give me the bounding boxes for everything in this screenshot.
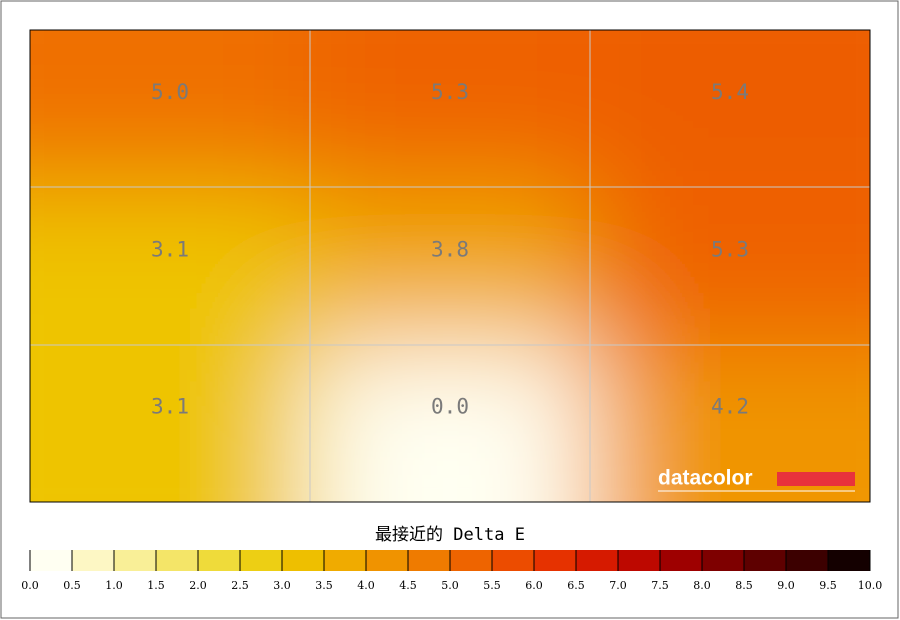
cell-labels: 5.0 5.3 5.4 3.1 3.8 5.3 3.1 0.0 4.2 [151,80,749,419]
scale-swatch [660,550,702,571]
scale-title: 最接近的 Delta E [375,525,525,545]
scale-tick-label: 5.5 [483,579,501,592]
heat-cell [30,187,310,345]
cell-value-label: 3.1 [151,395,189,419]
scale-swatch [240,550,282,571]
heat-cell [30,344,310,502]
scale-tick-label: 4.5 [399,579,417,592]
scale-swatch [534,550,576,571]
scale-tick-label: 2.0 [189,579,207,592]
heat-cell [310,30,590,188]
scale-swatch [156,550,198,571]
scale-tick-label: 9.5 [819,579,837,592]
scale-tick-label: 6.0 [525,579,543,592]
scale-swatch [618,550,660,571]
logo-bar [777,472,855,486]
heat-cell [30,30,310,188]
scale-swatch [786,550,828,571]
scale-tick-label: 8.0 [693,579,711,592]
heat-cell [310,187,590,345]
heat-cell [590,187,870,345]
scale-tick-label: 6.5 [567,579,585,592]
scale-tick-label: 1.0 [105,579,123,592]
cell-value-label: 5.3 [431,80,469,104]
heat-cell [310,344,590,502]
scale-swatch [450,550,492,571]
logo-text: datacolor [658,467,753,490]
scale-tick-label: 0.5 [63,579,81,592]
scale-swatch [828,550,870,571]
plot-border [29,29,871,503]
cell-value-label: 5.0 [151,80,189,104]
scale-swatch [114,550,156,571]
scale-swatch [198,550,240,571]
scale-swatch [744,550,786,571]
scale-tick-label: 3.5 [315,579,333,592]
cell-value-label: 4.2 [711,395,749,419]
scale-tick-label: 7.5 [651,579,669,592]
cell-value-label: 5.3 [711,237,749,261]
scale-swatch [576,550,618,571]
scale-swatch [72,550,114,571]
cell-value-label: 3.8 [431,237,469,261]
scale-swatch [282,550,324,571]
scale-tick-label: 7.0 [609,579,627,592]
cell-value-label: 0.0 [431,395,469,419]
scale-tick-label: 4.0 [357,579,375,592]
scale-tick-label: 10.0 [858,579,883,592]
scale-tick-label: 2.5 [231,579,249,592]
cell-value-label: 5.4 [711,80,749,104]
scale-tick-label: 8.5 [735,579,753,592]
cell-value-label: 3.1 [151,237,189,261]
heat-cell [590,30,870,188]
scale-tick-label: 5.0 [441,579,459,592]
scale-swatch [408,550,450,571]
scale-swatch [366,550,408,571]
scale-tick-label: 9.0 [777,579,795,592]
scale-tick-label: 1.5 [147,579,165,592]
scale-swatch [30,550,72,571]
cell-grid [30,30,870,502]
scale-swatch [492,550,534,571]
scale-tick-label: 3.0 [273,579,291,592]
color-scale: 0.0 0.5 1.0 1.5 2.0 2.5 3.0 3.5 4.0 4.5 5.0 5.5 6.0 6… [21,550,882,592]
scale-tick-label: 0.0 [21,579,39,592]
scale-swatch [702,550,744,571]
scale-swatch [324,550,366,571]
